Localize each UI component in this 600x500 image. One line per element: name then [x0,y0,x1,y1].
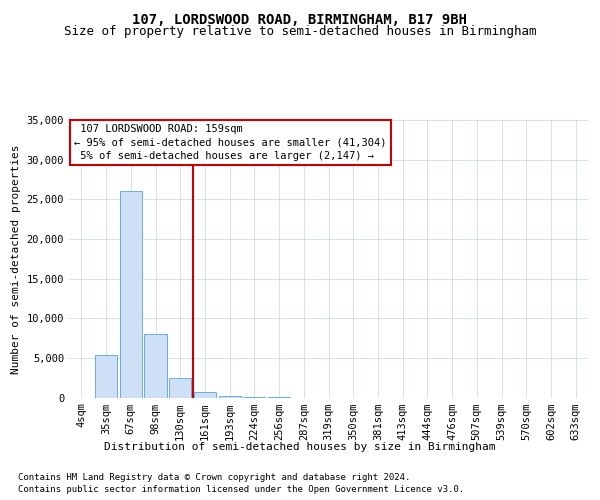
Bar [218,396,241,398]
Text: Size of property relative to semi-detached houses in Birmingham: Size of property relative to semi-detach… [64,25,536,38]
Text: Contains public sector information licensed under the Open Government Licence v3: Contains public sector information licen… [18,485,464,494]
Text: 107, LORDSWOOD ROAD, BIRMINGHAM, B17 9BH: 107, LORDSWOOD ROAD, BIRMINGHAM, B17 9BH [133,12,467,26]
Bar [243,396,265,398]
Y-axis label: Number of semi-detached properties: Number of semi-detached properties [11,144,21,374]
Bar [95,356,117,398]
Bar [145,334,167,398]
Text: 107 LORDSWOOD ROAD: 159sqm
← 95% of semi-detached houses are smaller (41,304)
 5: 107 LORDSWOOD ROAD: 159sqm ← 95% of semi… [74,124,386,160]
Bar [194,392,216,398]
Text: Distribution of semi-detached houses by size in Birmingham: Distribution of semi-detached houses by … [104,442,496,452]
Bar [169,378,191,398]
Text: Contains HM Land Registry data © Crown copyright and database right 2024.: Contains HM Land Registry data © Crown c… [18,472,410,482]
Bar [119,192,142,398]
